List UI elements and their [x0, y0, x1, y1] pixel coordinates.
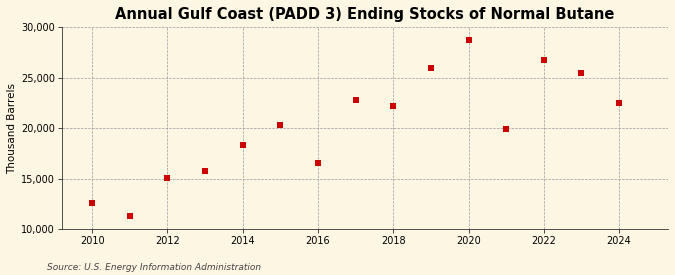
Point: [614, 101, 624, 105]
Point: [388, 104, 399, 108]
Point: [162, 175, 173, 180]
Point: [501, 127, 512, 131]
Point: [539, 57, 549, 62]
Point: [238, 143, 248, 148]
Point: [200, 168, 211, 173]
Point: [313, 160, 323, 165]
Title: Annual Gulf Coast (PADD 3) Ending Stocks of Normal Butane: Annual Gulf Coast (PADD 3) Ending Stocks…: [115, 7, 615, 22]
Point: [350, 98, 361, 102]
Y-axis label: Thousand Barrels: Thousand Barrels: [7, 83, 17, 174]
Text: Source: U.S. Energy Information Administration: Source: U.S. Energy Information Administ…: [47, 263, 261, 272]
Point: [124, 214, 135, 218]
Point: [425, 65, 436, 70]
Point: [576, 70, 587, 75]
Point: [275, 123, 286, 127]
Point: [463, 38, 474, 43]
Point: [87, 201, 98, 205]
